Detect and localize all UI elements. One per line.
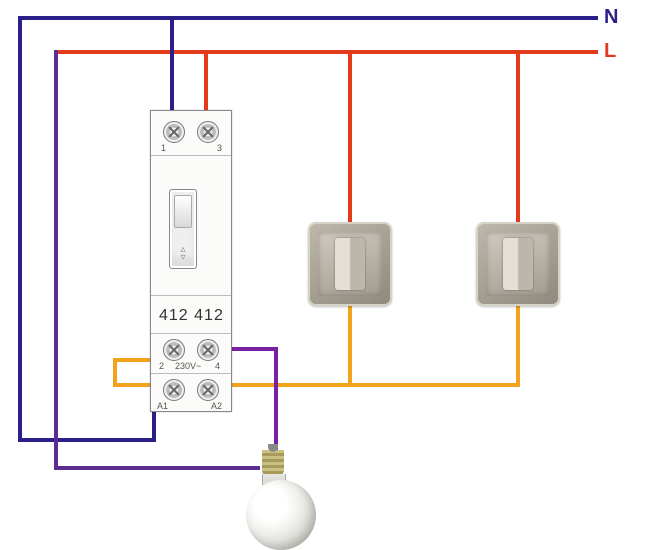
neutral-label: N: [604, 6, 618, 29]
relay-voltage-label: 230V~: [175, 361, 201, 371]
relay-terminal-3-label: 3: [217, 143, 222, 153]
relay-terminal-a1-label: A1: [157, 401, 168, 411]
relay-terminal-3: [197, 121, 219, 143]
relay-model-number: 412 412: [159, 307, 224, 325]
push-button-switch-1[interactable]: [308, 222, 392, 306]
relay-terminal-1-label: 1: [161, 143, 166, 153]
live-label: L: [604, 40, 616, 63]
relay-terminal-2-label: 2: [159, 361, 164, 371]
relay-terminal-a2-label: A2: [211, 401, 222, 411]
relay-manual-toggle[interactable]: ▵▿: [169, 189, 197, 269]
relay-terminal-a1: [163, 379, 185, 401]
relay-terminal-4-label: 4: [215, 361, 220, 371]
relay-terminal-2: [163, 339, 185, 361]
push-button-switch-2[interactable]: [476, 222, 560, 306]
relay-terminal-a2: [197, 379, 219, 401]
light-bulb: [240, 450, 330, 550]
impulse-relay: 1 3 ▵▿ 412 412 2 4 230V~ A1 A2: [150, 110, 232, 412]
relay-terminal-1: [163, 121, 185, 143]
relay-terminal-4: [197, 339, 219, 361]
